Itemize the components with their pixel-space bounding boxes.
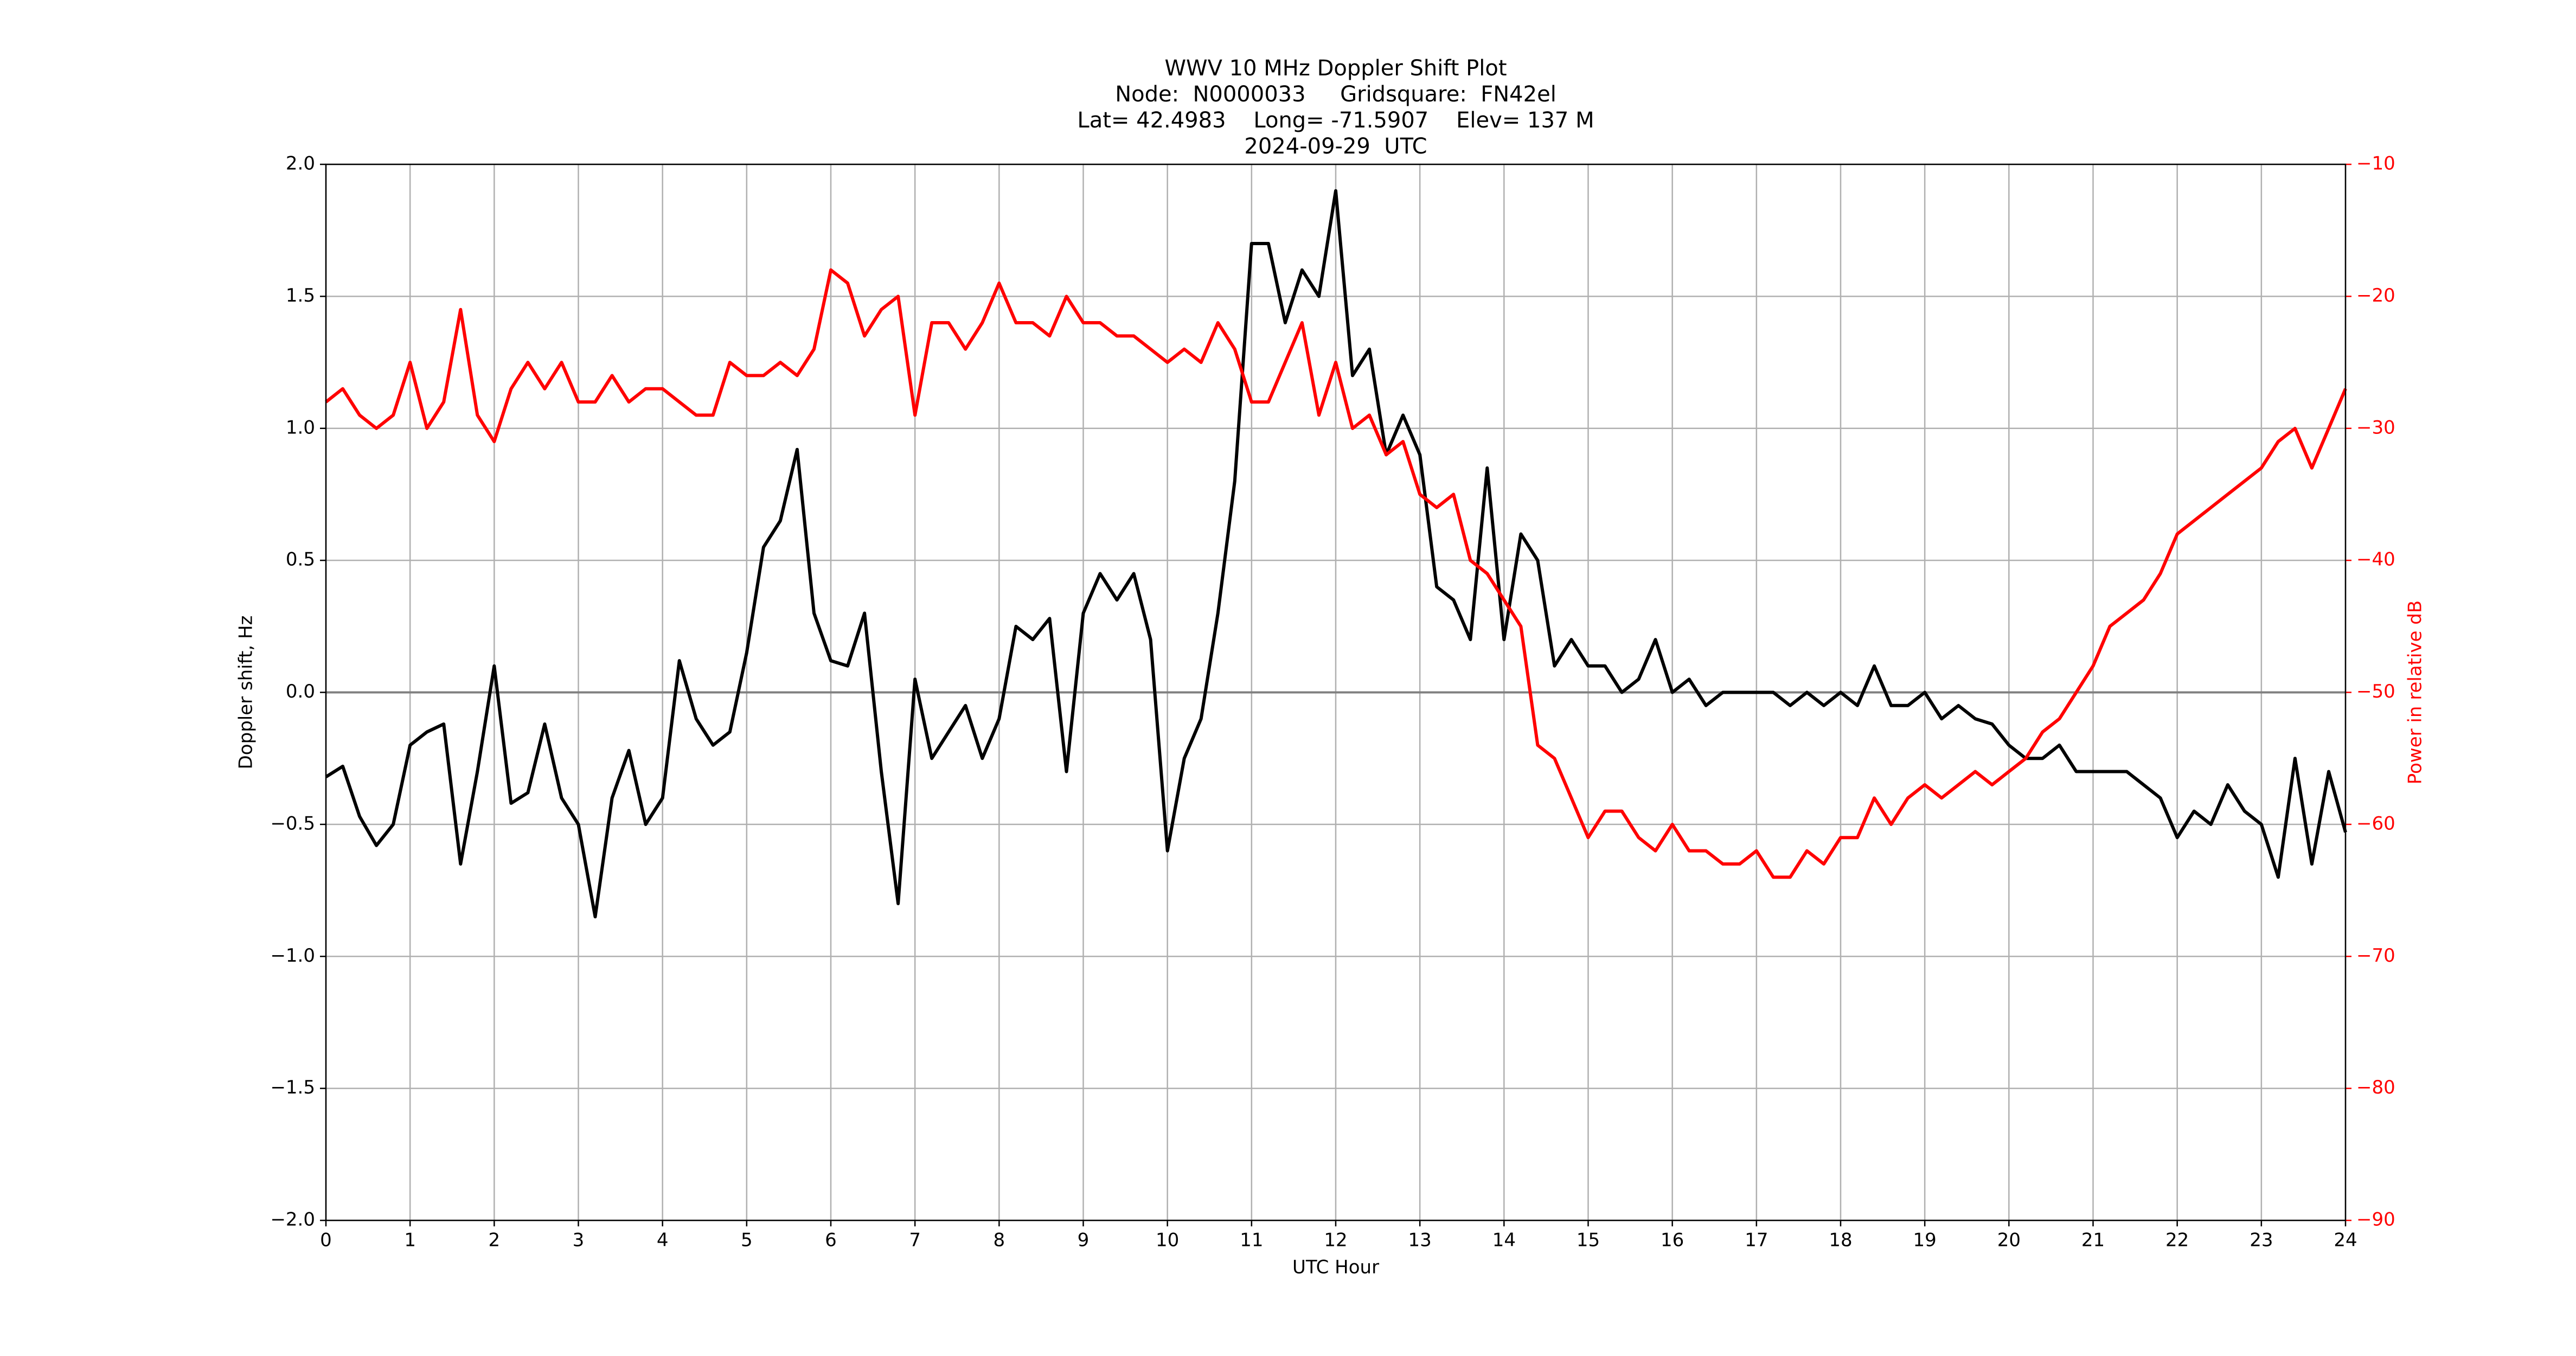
x-tick-label: 17 — [1745, 1230, 1768, 1251]
x-tick-label: 1 — [404, 1230, 416, 1251]
x-tick-label: 9 — [1078, 1230, 1090, 1251]
x-tick-label: 4 — [657, 1230, 669, 1251]
x-tick-label: 21 — [2081, 1230, 2105, 1251]
x-tick-label: 13 — [1408, 1230, 1432, 1251]
x-tick-label: 7 — [909, 1230, 921, 1251]
x-tick-label: 18 — [1829, 1230, 1852, 1251]
x-tick-label: 20 — [1997, 1230, 2021, 1251]
x-tick-label: 23 — [2250, 1230, 2273, 1251]
x-tick-label: 15 — [1577, 1230, 1600, 1251]
x-tick-label: 10 — [1156, 1230, 1179, 1251]
y2-tick-label: −10 — [2356, 153, 2395, 175]
y-tick-label: 2.0 — [286, 153, 315, 175]
chart-title: Lat= 42.4983 Long= -71.5907 Elev= 137 M — [1077, 108, 1594, 133]
chart-title: WWV 10 MHz Doppler Shift Plot — [1164, 56, 1507, 81]
y-axis-label: Doppler shift, Hz — [235, 616, 257, 770]
y-tick-label: −0.5 — [270, 813, 315, 834]
y-tick-label: 1.5 — [286, 285, 315, 306]
y-tick-label: −1.0 — [270, 945, 315, 967]
x-tick-label: 2 — [489, 1230, 501, 1251]
x-tick-label: 24 — [2334, 1230, 2357, 1251]
x-tick-label: 11 — [1240, 1230, 1263, 1251]
y-tick-label: −2.0 — [270, 1209, 315, 1231]
chart-title: Node: N0000033 Gridsquare: FN42el — [1115, 82, 1556, 107]
x-tick-label: 22 — [2165, 1230, 2189, 1251]
y2-tick-label: −50 — [2356, 681, 2395, 702]
y2-tick-label: −70 — [2356, 945, 2395, 967]
chart-title: 2024-09-29 UTC — [1244, 134, 1427, 159]
y2-tick-label: −60 — [2356, 813, 2395, 834]
y-tick-label: 0.0 — [286, 681, 315, 702]
x-tick-label: 3 — [573, 1230, 585, 1251]
y-tick-label: 0.5 — [286, 549, 315, 571]
y-tick-label: −1.5 — [270, 1077, 315, 1098]
x-tick-label: 5 — [741, 1230, 753, 1251]
plot-frame — [325, 163, 2347, 1221]
series-line — [325, 189, 2347, 919]
y2-tick-label: −30 — [2356, 417, 2395, 438]
y2-tick-label: −20 — [2356, 285, 2395, 306]
series-line — [325, 268, 2347, 879]
x-axis-label: UTC Hour — [1292, 1257, 1379, 1278]
y2-tick-label: −40 — [2356, 549, 2395, 571]
x-tick-label: 6 — [825, 1230, 837, 1251]
x-tick-label: 0 — [320, 1230, 332, 1251]
x-tick-label: 8 — [994, 1230, 1005, 1251]
y2-tick-label: −90 — [2356, 1209, 2395, 1231]
x-tick-label: 19 — [1913, 1230, 1937, 1251]
y2-tick-label: −80 — [2356, 1077, 2395, 1098]
x-tick-label: 14 — [1492, 1230, 1516, 1251]
y2-axis-label: Power in relative dB — [2405, 600, 2426, 784]
y-tick-label: 1.0 — [286, 417, 315, 438]
x-tick-label: 12 — [1324, 1230, 1347, 1251]
x-tick-label: 16 — [1661, 1230, 1684, 1251]
